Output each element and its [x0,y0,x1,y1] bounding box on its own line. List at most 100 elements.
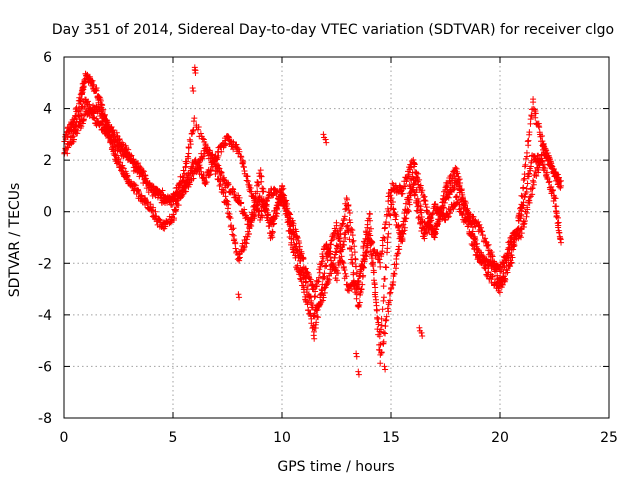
data-point-track-a [403,178,410,185]
data-point-track-a [222,141,229,148]
data-point-track-c [412,179,419,186]
data-point-track-c [382,317,389,324]
data-point-track-a [520,184,527,191]
data-point-track-c [252,195,259,202]
data-point-track-a [337,225,344,232]
data-point-track-b [168,201,175,208]
data-point-outlier [353,350,360,357]
data-point-track-c [231,236,238,243]
data-point-track-c [338,247,345,254]
data-point-track-c [276,196,283,203]
data-point-track-c [76,115,83,122]
data-point-track-c [217,181,224,188]
data-point-track-c [341,267,348,274]
data-point-track-a [199,174,206,181]
data-point-track-a [215,152,222,159]
data-point-track-a [247,185,254,192]
data-point-track-a [381,225,388,232]
data-point-track-c [316,302,323,309]
data-point-track-a [346,216,353,223]
data-point-track-c [72,123,79,130]
data-point-track-c [286,227,293,234]
data-point-track-b [379,306,386,313]
data-point-track-b [474,249,481,256]
data-point-track-c [476,221,483,228]
data-point-track-b [549,186,556,193]
data-point-track-a [417,182,424,189]
data-point-track-a [423,207,430,214]
y-axis-label: SDTVAR / TECUs [7,183,23,298]
data-point-track-b [380,294,387,301]
data-point-track-c [289,244,296,251]
data-point-track-c [257,172,264,179]
data-point-track-a [376,256,383,263]
data-point-track-c [229,231,236,238]
data-point-track-b [555,222,562,229]
data-point-track-c [102,124,109,131]
data-point-track-b [381,275,388,282]
data-point-track-a [172,207,179,214]
data-point-track-b [333,277,340,284]
data-point-track-a [221,142,228,149]
data-point-track-b [230,186,237,193]
data-point-track-c [174,189,181,196]
data-point-track-c [374,315,381,322]
data-point-track-b [320,255,327,262]
data-point-track-b [386,221,393,228]
data-point-outlier [419,333,426,340]
data-point-track-b [375,319,382,326]
data-point-track-c [227,215,234,222]
data-point-track-a [524,138,531,145]
x-tick-label: 15 [382,430,400,446]
data-point-track-c [287,228,294,235]
data-point-track-a [426,210,433,217]
data-point-track-c [328,237,335,244]
data-point-track-c [324,257,331,264]
data-point-track-c [279,191,286,198]
data-point-track-c [163,196,170,203]
data-point-track-c [210,160,217,167]
data-point-track-a [92,86,99,93]
y-tick-label: 6 [43,50,52,66]
x-tick-label: 10 [273,430,291,446]
data-point-track-c [504,252,511,259]
data-point-track-a [377,263,384,270]
data-point-track-b [358,286,365,293]
data-point-track-c [269,234,276,241]
data-point-track-c [175,184,182,191]
data-point-track-b [383,264,390,271]
data-point-track-c [70,130,77,137]
data-point-track-b [348,256,355,263]
x-axis-label: GPS time / hours [277,459,394,475]
data-point-track-b [374,307,381,314]
data-point-track-c [386,290,393,297]
data-point-track-b [447,209,454,216]
data-point-track-c [505,244,512,251]
data-point-track-c [542,150,549,157]
data-point-track-c [250,203,257,210]
data-point-track-c [319,287,326,294]
data-point-track-c [98,120,105,127]
data-point-track-a [308,297,315,304]
data-point-track-a [508,259,515,266]
data-point-track-a [162,223,169,230]
data-point-track-c [533,172,540,179]
data-point-track-c [240,244,247,251]
data-point-track-c [344,287,351,294]
data-point-outlier [235,291,242,298]
data-point-outlier [236,294,243,301]
data-point-track-b [471,245,478,252]
data-point-track-a [454,170,461,177]
data-point-track-b [356,302,363,309]
data-point-track-b [238,200,245,207]
data-point-track-a [346,210,353,217]
data-point-track-a [322,284,329,291]
data-point-track-c [503,259,510,266]
data-point-track-c [400,218,407,225]
data-point-track-b [395,222,402,229]
data-point-track-c [370,269,377,276]
data-point-track-c [118,146,125,153]
ticks-layer: 0 5 10 15 20 25 -8 -6 -4 -2 0 2 4 6 [38,50,618,446]
data-point-track-b [315,278,322,285]
data-point-outlier [322,136,329,143]
